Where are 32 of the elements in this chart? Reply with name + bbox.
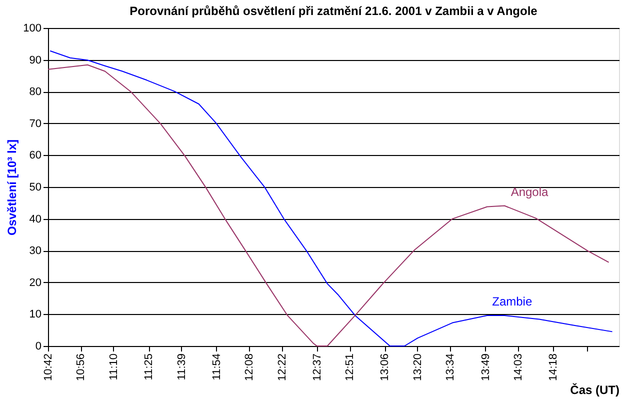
y-tick-label: 50 bbox=[29, 182, 42, 194]
x-tick-label: 13:06 bbox=[379, 354, 392, 382]
series-label: Zambie bbox=[492, 294, 532, 308]
y-tick-label: 0 bbox=[35, 340, 42, 352]
y-tick-label: 90 bbox=[29, 54, 42, 66]
x-tick-label: 12:37 bbox=[311, 354, 324, 382]
x-tick-label: 11:39 bbox=[176, 354, 188, 380]
y-axis-title: Osvětlení [10³ lx] bbox=[5, 139, 20, 236]
x-tick-label: 11:54 bbox=[210, 354, 223, 380]
y-tick-label: 70 bbox=[29, 118, 42, 130]
x-tick-label: 10:42 bbox=[42, 354, 54, 382]
x-tick-label: 12:51 bbox=[344, 354, 356, 382]
y-tick-label: 30 bbox=[29, 245, 42, 258]
y-tick-label: 100 bbox=[23, 22, 42, 34]
chart-title: Porovnání průběhů osvětlení při zatmění 21.6. 2001 v Zambii a v Angole bbox=[130, 4, 538, 18]
y-tick-label: 80 bbox=[29, 86, 42, 98]
x-axis-title: Čas (UT) bbox=[570, 383, 620, 398]
y-tick-label: 60 bbox=[29, 150, 42, 162]
y-tick-label: 40 bbox=[29, 213, 42, 226]
y-tick-label: 10 bbox=[29, 308, 42, 321]
x-tick-label: 11:25 bbox=[143, 354, 156, 380]
series-label: Angola bbox=[510, 184, 549, 199]
x-tick-label: 12:08 bbox=[244, 354, 256, 382]
x-tick-label: 11:10 bbox=[108, 354, 120, 380]
x-tick-label: 13:20 bbox=[412, 354, 424, 382]
x-tick-label: 12:22 bbox=[276, 354, 288, 382]
x-tick-label: 10:56 bbox=[75, 354, 88, 382]
y-tick-label: 20 bbox=[29, 276, 42, 289]
x-tick-label: 14:18 bbox=[548, 354, 560, 382]
x-tick-label: 13:49 bbox=[480, 354, 492, 382]
x-tick-label: 13:34 bbox=[444, 354, 457, 382]
x-tick-label: 14:03 bbox=[512, 354, 524, 382]
